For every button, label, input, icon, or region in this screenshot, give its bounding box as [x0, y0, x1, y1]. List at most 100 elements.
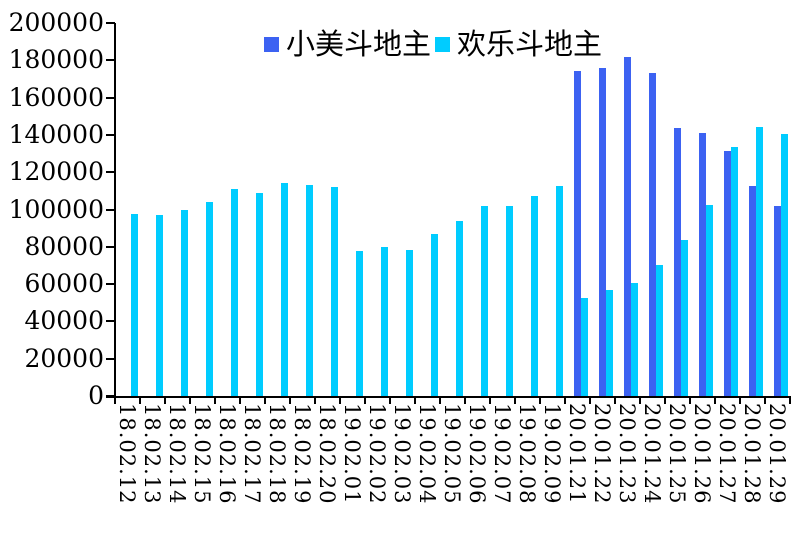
bar-huanle [656, 265, 663, 396]
x-axis-tick [564, 396, 566, 404]
y-axis-tick-label: 180000 [8, 45, 104, 75]
x-axis-tick [514, 396, 516, 404]
x-axis-tick-label: 18.02.13 [139, 403, 164, 505]
legend-label-xiaomei: 小美斗地主 [286, 27, 432, 61]
x-axis-tick [264, 396, 266, 404]
bar-huanle [356, 250, 363, 396]
y-axis-tick-label: 200000 [8, 8, 104, 37]
bar-huanle [431, 233, 438, 396]
x-axis-tick-label: 20.01.28 [739, 403, 764, 505]
x-axis-tick-label: 19.02.02 [364, 403, 389, 505]
x-axis-tick-label: 19.02.08 [514, 403, 539, 505]
y-axis-tick-label: 140000 [8, 119, 104, 149]
bar-huanle [481, 205, 488, 396]
x-axis-tick-label: 19.02.05 [439, 403, 464, 505]
x-axis-tick-label: 20.01.26 [689, 403, 714, 505]
y-axis-tick-label: 20000 [24, 343, 104, 373]
bar-huanle [331, 187, 338, 396]
x-axis-tick-label: 20.01.25 [664, 403, 689, 505]
x-axis-tick-label: 18.02.12 [114, 403, 139, 505]
x-axis-line [106, 396, 790, 398]
legend-swatch-xiaomei [264, 36, 279, 52]
legend-item-xiaomei: 小美斗地主 [264, 28, 431, 60]
x-axis-tick-label: 20.01.23 [614, 403, 639, 505]
y-axis-tick [106, 133, 115, 136]
x-axis-tick [664, 396, 666, 404]
x-axis-tick-label: 18.02.14 [164, 403, 189, 505]
legend-label-huanle: 欢乐斗地主 [457, 27, 603, 61]
bar-huanle [681, 240, 688, 396]
bar-huanle [206, 202, 213, 396]
chart-legend: 小美斗地主 欢乐斗地主 [264, 28, 602, 60]
x-axis-tick-label: 19.02.01 [339, 403, 364, 505]
x-axis-tick [639, 396, 641, 404]
y-axis-tick-label: 0 [88, 381, 104, 410]
bar-huanle [556, 186, 563, 396]
x-axis-tick [589, 396, 591, 404]
x-axis-tick [239, 396, 241, 404]
legend-item-huanle: 欢乐斗地主 [435, 28, 602, 60]
x-axis-tick-label: 18.02.19 [289, 403, 314, 505]
x-axis-tick-label: 20.01.29 [764, 403, 789, 505]
bar-huanle [406, 249, 413, 396]
bar-xiaomei [699, 133, 706, 396]
bar-huanle [781, 133, 788, 396]
bar-huanle [456, 220, 463, 396]
x-axis-tick [614, 396, 616, 404]
x-axis-tick-label: 18.02.15 [189, 403, 214, 505]
legend-swatch-huanle [435, 36, 451, 52]
bar-xiaomei [649, 73, 656, 396]
bar-huanle [581, 298, 588, 396]
x-axis-tick-label: 19.02.03 [389, 403, 414, 505]
x-axis-tick [214, 396, 216, 404]
bar-xiaomei [774, 205, 781, 396]
x-axis-tick-label: 18.02.20 [314, 403, 339, 505]
bar-xiaomei [749, 186, 756, 396]
x-axis-tick [314, 396, 316, 404]
bar-huanle [756, 127, 763, 396]
x-axis-tick-label: 18.02.16 [214, 403, 239, 505]
y-axis-tick [106, 320, 115, 323]
x-axis-tick-label: 19.02.07 [489, 403, 514, 505]
x-axis-tick-label: 20.01.27 [714, 403, 739, 505]
y-axis-tick [106, 208, 115, 211]
x-axis-tick-label: 19.02.06 [464, 403, 489, 505]
x-axis-tick [539, 396, 541, 404]
x-axis-tick [189, 396, 191, 404]
y-axis-tick [106, 96, 115, 99]
bar-xiaomei [574, 71, 581, 396]
y-axis-tick [106, 171, 115, 174]
y-axis-tick-label: 40000 [24, 306, 104, 336]
x-axis-tick [364, 396, 366, 404]
bar-xiaomei [599, 67, 606, 396]
y-axis-tick [106, 22, 115, 24]
x-axis-tick [489, 396, 491, 404]
y-axis-tick-label: 80000 [24, 231, 104, 261]
x-axis-tick [339, 396, 341, 404]
bar-huanle [156, 215, 163, 396]
bar-huanle [256, 192, 263, 396]
x-axis-tick [289, 396, 291, 404]
x-axis-tick-label: 18.02.17 [239, 403, 264, 505]
x-axis-tick-label: 20.01.22 [589, 403, 614, 505]
bar-huanle [731, 147, 738, 396]
y-axis-tick [106, 59, 115, 62]
y-axis-tick-label: 160000 [8, 82, 104, 112]
y-axis-tick-label: 60000 [24, 269, 104, 299]
bar-xiaomei [674, 128, 681, 396]
bar-huanle [231, 188, 238, 396]
bar-huanle [306, 185, 313, 396]
bar-huanle [631, 283, 638, 396]
bar-huanle [181, 209, 188, 396]
y-axis-tick [106, 357, 115, 360]
x-axis-tick-label: 19.02.09 [539, 403, 564, 505]
bar-huanle [131, 214, 138, 396]
x-axis-tick [789, 396, 791, 404]
bar-xiaomei [624, 56, 631, 396]
x-axis-tick [389, 396, 391, 404]
x-axis-tick-label: 20.01.21 [564, 403, 589, 505]
y-axis-tick-label: 120000 [8, 157, 104, 187]
bar-huanle [531, 195, 538, 396]
x-axis-tick-label: 19.02.04 [414, 403, 439, 505]
